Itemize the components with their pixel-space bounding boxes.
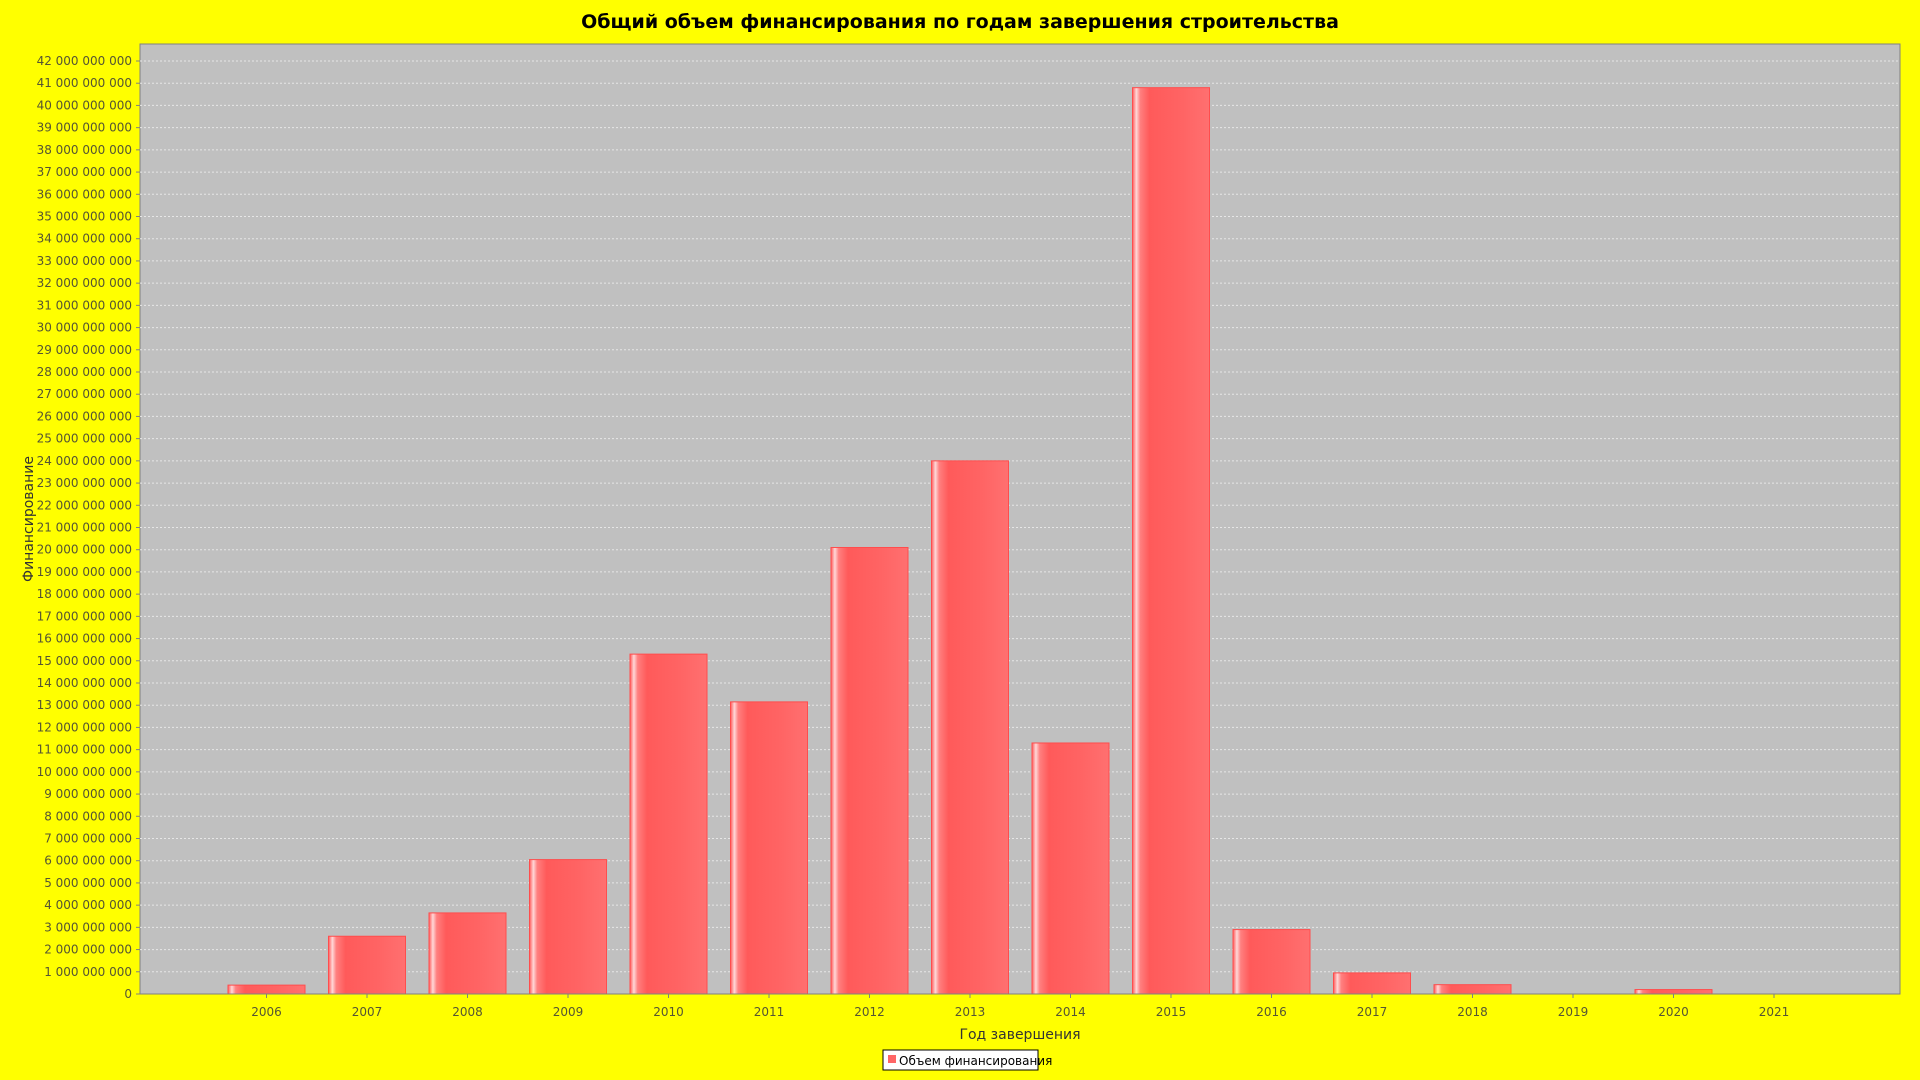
x-tick-label: 2016	[1256, 1005, 1287, 1019]
y-tick-label: 24 000 000 000	[37, 454, 132, 468]
x-axis-ticks: 2006 2007 2008 2009 2010 2011 2012 2013 2014 2015…	[251, 994, 1789, 1019]
x-axis-label: Год завершения	[959, 1027, 1080, 1043]
bar-2011	[730, 701, 808, 995]
y-tick-label: 34 000 000 000	[37, 232, 132, 246]
y-tick-label: 23 000 000 000	[37, 476, 132, 490]
bar-2016	[1232, 929, 1311, 995]
y-tick-label: 18 000 000 000	[37, 587, 132, 601]
bar-2012	[830, 546, 909, 995]
legend-box	[882, 1049, 1039, 1071]
y-tick-label: 10 000 000 000	[37, 765, 132, 779]
y-tick-label: 14 000 000 000	[37, 676, 132, 690]
x-tick-label: 2013	[955, 1005, 986, 1019]
bar-2014	[1031, 742, 1110, 995]
y-tick-label: 13 000 000 000	[37, 698, 132, 712]
x-tick-label: 2018	[1457, 1005, 1488, 1019]
y-tick-label: 36 000 000 000	[37, 187, 132, 201]
y-tick-label: 15 000 000 000	[37, 654, 132, 668]
x-tick-label: 2014	[1055, 1005, 1086, 1019]
y-tick-label: 0	[124, 987, 132, 1001]
y-axis-ticks: 0 1 000 000 000 2 000 000 000 3 000 000 000…	[37, 54, 140, 1001]
y-tick-label: 6 000 000 000	[44, 854, 132, 868]
y-tick-label: 16 000 000 000	[37, 632, 132, 646]
bar-2013	[931, 460, 1009, 995]
y-tick-label: 39 000 000 000	[37, 121, 132, 135]
y-tick-label: 41 000 000 000	[37, 76, 132, 90]
legend: Объем финансирования	[882, 1049, 1052, 1071]
y-tick-label: 9 000 000 000	[44, 787, 132, 801]
y-tick-label: 29 000 000 000	[37, 343, 132, 357]
x-tick-label: 2006	[251, 1005, 282, 1019]
y-tick-label: 25 000 000 000	[37, 432, 132, 446]
y-axis-label: Финансирование	[21, 456, 37, 582]
y-tick-label: 11 000 000 000	[37, 743, 132, 757]
x-tick-label: 2015	[1156, 1005, 1187, 1019]
y-tick-label: 3 000 000 000	[44, 920, 132, 934]
x-tick-label: 2010	[653, 1005, 684, 1019]
legend-label: Объем финансирования	[899, 1054, 1052, 1068]
legend-swatch	[888, 1055, 896, 1063]
y-tick-label: 1 000 000 000	[44, 965, 132, 979]
x-tick-label: 2007	[352, 1005, 383, 1019]
y-tick-label: 12 000 000 000	[37, 720, 132, 734]
plot-area	[139, 43, 1901, 995]
x-tick-label: 2012	[854, 1005, 885, 1019]
x-tick-label: 2009	[553, 1005, 584, 1019]
y-tick-label: 2 000 000 000	[44, 943, 132, 957]
x-tick-label: 2020	[1658, 1005, 1689, 1019]
y-tick-label: 28 000 000 000	[37, 365, 132, 379]
y-tick-label: 4 000 000 000	[44, 898, 132, 912]
y-tick-label: 31 000 000 000	[37, 298, 132, 312]
bar-2008	[428, 912, 507, 995]
bar-2009	[529, 859, 607, 995]
y-tick-label: 38 000 000 000	[37, 143, 132, 157]
y-tick-label: 32 000 000 000	[37, 276, 132, 290]
x-tick-label: 2019	[1558, 1005, 1589, 1019]
bar-2018	[1433, 984, 1512, 995]
y-tick-label: 27 000 000 000	[37, 387, 132, 401]
y-tick-label: 20 000 000 000	[37, 543, 132, 557]
x-tick-label: 2011	[754, 1005, 785, 1019]
y-tick-label: 5 000 000 000	[44, 876, 132, 890]
y-tick-label: 7 000 000 000	[44, 832, 132, 846]
y-tick-label: 40 000 000 000	[37, 98, 132, 112]
bar-2006	[227, 984, 306, 995]
y-tick-label: 17 000 000 000	[37, 609, 132, 623]
y-tick-label: 30 000 000 000	[37, 321, 132, 335]
x-tick-label: 2021	[1759, 1005, 1790, 1019]
gridlines	[140, 60, 1900, 973]
y-tick-label: 37 000 000 000	[37, 165, 132, 179]
bar-2007	[328, 935, 406, 995]
x-tick-label: 2017	[1357, 1005, 1388, 1019]
y-tick-label: 26 000 000 000	[37, 409, 132, 423]
y-tick-label: 8 000 000 000	[44, 809, 132, 823]
y-tick-label: 42 000 000 000	[37, 54, 132, 68]
bar-2010	[629, 653, 708, 995]
y-tick-label: 33 000 000 000	[37, 254, 132, 268]
y-tick-label: 22 000 000 000	[37, 498, 132, 512]
chart-title: Общий объем финансирования по годам заве…	[581, 11, 1339, 33]
bars	[227, 87, 1713, 995]
bar-2017	[1333, 972, 1411, 995]
bar-2015	[1132, 87, 1210, 995]
x-tick-label: 2008	[452, 1005, 483, 1019]
y-tick-label: 21 000 000 000	[37, 521, 132, 535]
y-tick-label: 35 000 000 000	[37, 210, 132, 224]
y-tick-label: 19 000 000 000	[37, 565, 132, 579]
bar-2020	[1634, 989, 1713, 995]
